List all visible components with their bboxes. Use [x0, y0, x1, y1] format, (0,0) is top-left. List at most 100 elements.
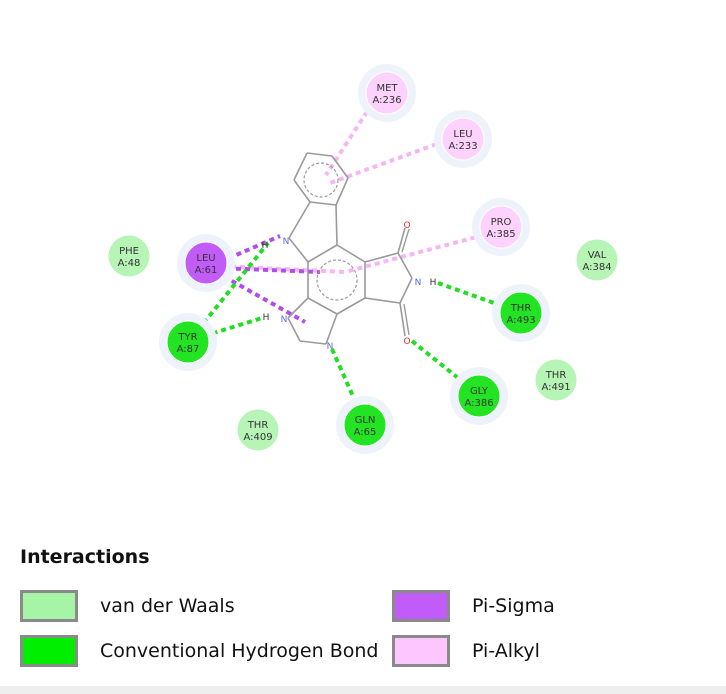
ligand-bond [288, 237, 309, 263]
residue-circle [107, 234, 151, 278]
interaction-line [215, 270, 306, 324]
legend-label: Pi-Alkyl [472, 640, 540, 662]
ligand-bond [325, 313, 338, 345]
ligand-bond [399, 302, 406, 337]
residue-circle [365, 71, 409, 115]
atom-o-top: O [403, 221, 410, 231]
interaction-line [221, 264, 346, 274]
ligand-bond [307, 297, 338, 315]
residue-circle [457, 374, 501, 418]
ligand-bond [309, 201, 337, 206]
atom-h-imide: H [430, 278, 437, 288]
residue-circle [184, 241, 228, 285]
residue-name: THR [545, 370, 567, 381]
interaction-line [324, 102, 374, 177]
ligand-bond [287, 297, 309, 319]
atom-n-imidazole-2: N [327, 342, 334, 352]
legend-label: Conventional Hydrogen Bond [100, 640, 379, 662]
atom-h-imidazole: H [263, 313, 270, 323]
atom-n-imidazole: N [281, 315, 288, 325]
residue-circle [441, 117, 485, 161]
ligand-bond [293, 152, 308, 181]
residue-id: A:384 [582, 262, 611, 273]
residue-name: TYR [177, 332, 197, 343]
residue-circle [575, 238, 619, 282]
residue-id: A:61 [195, 265, 218, 276]
atom-h-indole: H [262, 241, 269, 251]
interaction-line [329, 139, 446, 185]
ligand-bond [306, 152, 333, 157]
residue-name: PHE [119, 246, 139, 257]
legend-item-pi-sigma: Pi-Sigma [392, 588, 555, 624]
residue-id: A:87 [177, 344, 200, 355]
ligand-bond [336, 297, 366, 315]
interaction-line [410, 339, 470, 388]
residue-name: MET [376, 83, 398, 94]
residue-name: VAL [588, 250, 607, 261]
legend: Interactions van der Waals Conventional … [20, 544, 710, 684]
legend-item-van-der-waals: van der Waals [20, 588, 235, 624]
ligand-bond [331, 155, 349, 179]
ligand-bond [288, 201, 311, 239]
bottom-bar [0, 686, 726, 694]
residue-circle [534, 358, 578, 402]
residue-circle [166, 320, 210, 364]
residue-id: A:48 [118, 258, 141, 269]
residue-circle [479, 205, 523, 249]
ligand-bond [364, 297, 401, 304]
residue-circle [343, 403, 387, 447]
atom-o-bottom: O [403, 337, 410, 347]
residue-circle [499, 291, 543, 335]
atom-n-imide: N [415, 278, 422, 288]
ligand-bond [401, 228, 410, 253]
residue-id: A:233 [448, 141, 477, 152]
legend-label: Pi-Sigma [472, 595, 555, 617]
aromatic-ring [316, 259, 358, 301]
residue-id: A:493 [506, 315, 535, 326]
atom-n-indole: N [283, 237, 290, 247]
legend-swatch-pi-alkyl [392, 635, 450, 667]
residue-name: LEU [196, 253, 215, 264]
ligand-bond [364, 252, 399, 263]
residue-id: A:409 [243, 432, 272, 443]
ligand-structure [287, 152, 413, 345]
legend-item-pi-alkyl: Pi-Alkyl [392, 633, 540, 669]
legend-swatch-pi-sigma [392, 590, 450, 622]
residue-name: LEU [453, 129, 472, 140]
ligand-bond [335, 177, 349, 206]
legend-item-hydrogen-bond: Conventional Hydrogen Bond [20, 633, 378, 669]
interaction-line [217, 266, 321, 274]
ligand-atom-labels: O O N H N H N H N [262, 221, 437, 352]
legend-label: van der Waals [100, 595, 235, 617]
residue-name: GLN [355, 415, 376, 426]
aromatic-ring [303, 162, 339, 198]
interaction-line [437, 281, 509, 310]
interaction-diagram: O O N H N H N H N META:236LEUA:233PROA:3… [107, 64, 619, 454]
ligand-bond [307, 244, 338, 263]
ligand-bond [299, 340, 327, 345]
residue-name: PRO [491, 217, 512, 228]
residue-name: GLY [470, 386, 489, 397]
residue-id: A:385 [486, 229, 515, 240]
interaction-line [196, 241, 270, 332]
ligand-bond [403, 303, 410, 336]
ligand-bond [397, 227, 406, 254]
ligand-bond [293, 179, 311, 203]
legend-swatch-hydrogen-bond [20, 635, 78, 667]
interaction-line [344, 233, 485, 274]
ligand-bond [336, 244, 366, 263]
residue-id: A:386 [464, 398, 493, 409]
